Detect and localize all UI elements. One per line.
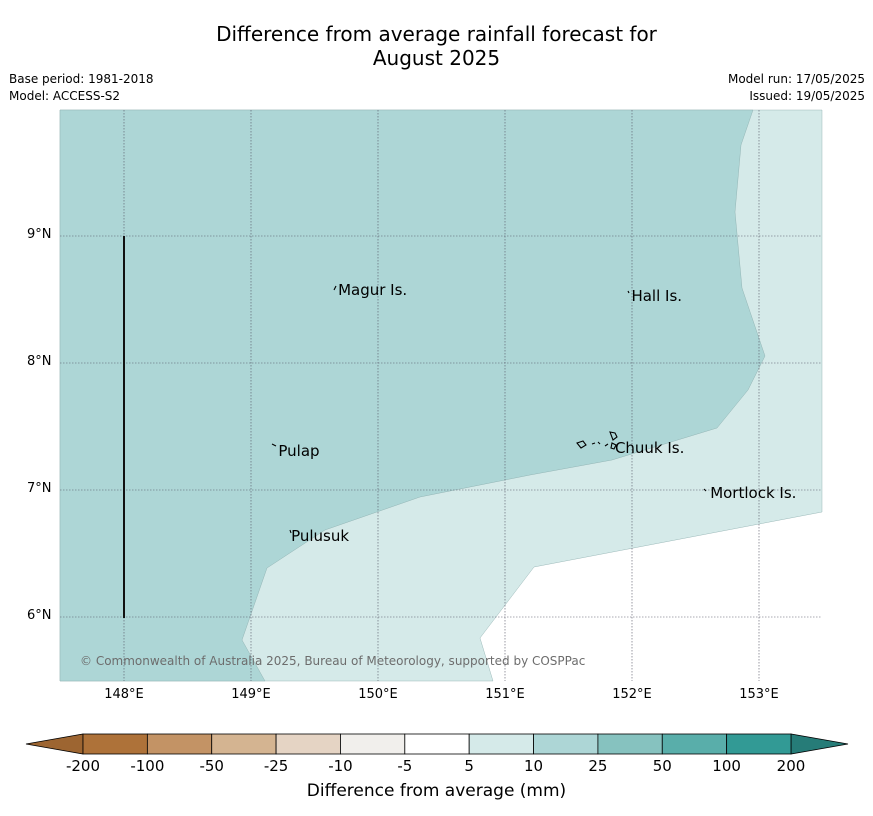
colorbar-over-arrow (790, 733, 849, 755)
island-mark (591, 442, 596, 445)
colorbar-swatch (275, 733, 341, 755)
colorbar-title: Difference from average (mm) (306, 781, 567, 801)
colorbar-swatch (404, 733, 470, 755)
colorbar-swatch (533, 733, 599, 755)
island-mark (271, 443, 277, 447)
colorbar-swatch (726, 733, 792, 755)
colorbar-tick-label: -10 (328, 757, 353, 775)
colorbar-tick-label: -5 (397, 757, 413, 775)
lat-tick-label: 7°N (27, 481, 52, 496)
island-mark (609, 431, 618, 441)
colorbar-under-arrow (25, 733, 84, 755)
lat-tick-label: 9°N (27, 227, 52, 242)
colorbar-tick-label: 50 (652, 757, 672, 775)
lon-tick-label: 149°E (231, 687, 271, 702)
colorbar-swatch (597, 733, 663, 755)
base-period: Base period: 1981-2018 (9, 72, 154, 86)
island-mark (604, 443, 609, 447)
colorbar-swatch (146, 733, 213, 755)
rainfall-map (59, 109, 823, 682)
colorbar-swatch (468, 733, 534, 755)
lat-tick-label: 8°N (27, 354, 52, 369)
colorbar-tick-label: 5 (464, 757, 474, 775)
lon-tick-label: 148°E (104, 687, 144, 702)
place-label: Pulap (278, 441, 320, 460)
colorbar-tick-label: -25 (263, 757, 289, 775)
colorbar-tick-label: 100 (712, 757, 741, 775)
colorbar-tick-label: 10 (523, 757, 544, 775)
lat-tick-label: 6°N (27, 608, 52, 623)
place-label: Chuuk Is. (614, 439, 685, 458)
map-title: Difference from average rainfall forecas… (0, 22, 873, 70)
title-line-1: Difference from average rainfall forecas… (216, 22, 657, 46)
colorbar-tick-label: 25 (588, 757, 608, 775)
place-label: Hall Is. (631, 286, 683, 305)
islands-layer (123, 236, 707, 618)
colorbar-swatch (82, 733, 148, 755)
island-mark (597, 441, 601, 445)
island-mark (610, 442, 617, 450)
island-mark (627, 290, 630, 294)
place-label: Magur Is. (338, 280, 408, 299)
colorbar-tick-label: -50 (199, 757, 224, 775)
lon-tick-label: 153°E (739, 687, 779, 702)
colorbar-swatch (211, 733, 277, 755)
island-mark (333, 285, 337, 291)
colorbar-swatch (340, 733, 406, 755)
model-name: Model: ACCESS-S2 (9, 89, 121, 103)
colorbar-swatch (661, 733, 728, 755)
meta-right: Model run: 17/05/2025 Issued: 19/05/2025 (728, 71, 865, 105)
regions-layer (59, 109, 823, 682)
title-line-2: August 2025 (372, 46, 501, 70)
copyright-notice: © Commonwealth of Australia 2025, Bureau… (80, 654, 586, 668)
graticule (60, 110, 822, 681)
meta-left: Base period: 1981-2018 Model: ACCESS-S2 (9, 71, 154, 105)
island-mark (576, 440, 587, 449)
island-mark (289, 529, 292, 534)
colorbar-tick-label: -200 (65, 757, 101, 775)
lon-tick-label: 152°E (612, 687, 652, 702)
lon-tick-label: 151°E (485, 687, 525, 702)
place-label: Pulusuk (291, 526, 350, 545)
place-label: Mortlock Is. (710, 483, 797, 502)
model-run: Model run: 17/05/2025 (727, 72, 865, 86)
colorbar-tick-label: 200 (776, 757, 806, 775)
issued-date: Issued: 19/05/2025 (749, 89, 865, 103)
island-mark (703, 488, 707, 492)
colorbar-tick-label: -100 (130, 757, 165, 775)
region-10-to-25 (59, 109, 766, 682)
lon-tick-label: 150°E (358, 687, 398, 702)
